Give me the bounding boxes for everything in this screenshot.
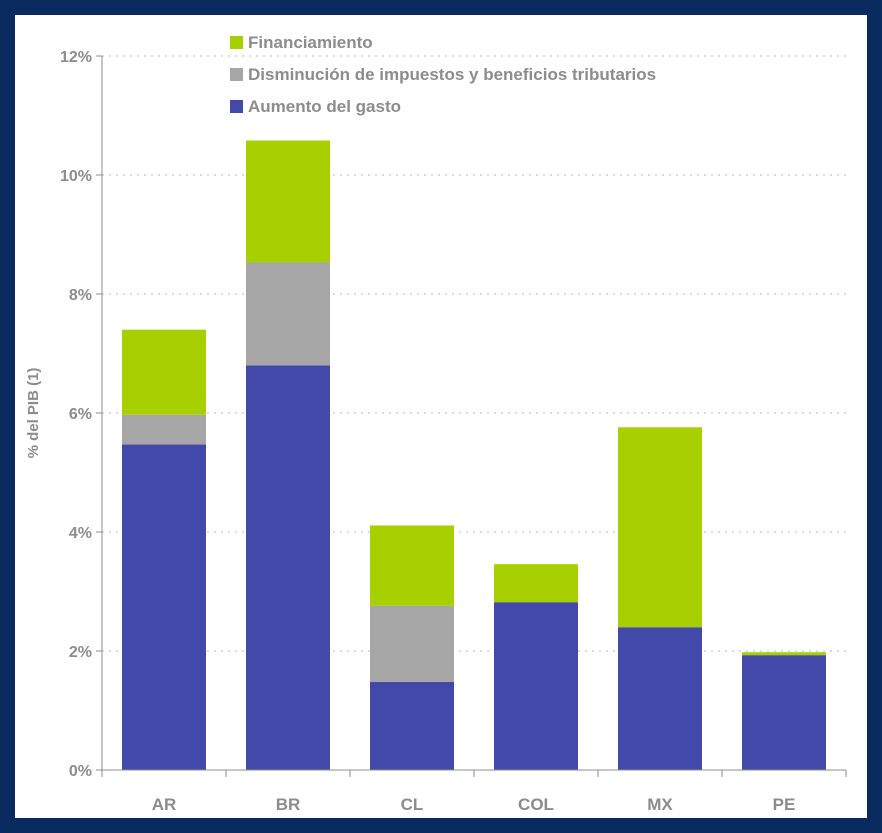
y-tick-label: 10% [60,168,92,185]
x-tick-label: BR [276,795,301,814]
legend-label: Financiamiento [248,33,373,52]
y-axis-title: % del PIB (1) [25,368,42,459]
bar-segment [122,414,206,445]
legend-swatch [230,36,243,49]
legend-label: Disminución de impuestos y beneficios tr… [248,65,656,84]
x-tick-label: COL [518,795,554,814]
legend-swatch [230,68,243,81]
x-tick-label: AR [152,795,177,814]
legend-swatch [230,100,243,113]
y-tick-label: 4% [69,525,92,542]
bar-segment [618,627,702,770]
bar-segment [246,262,330,366]
bar-segment [370,525,454,606]
bar-segment [370,605,454,682]
y-tick-label: 2% [69,644,92,661]
bar-segment [370,681,454,770]
bar-segment [618,427,702,628]
y-tick-label: 8% [69,287,92,304]
bar-segment [494,602,578,770]
bar-segment [742,652,826,656]
x-tick-label: CL [401,795,424,814]
y-tick-label: 6% [69,406,92,423]
bar-segment [122,444,206,770]
bar-segment [246,140,330,263]
legend-label: Aumento del gasto [248,97,401,116]
bar-segment [742,655,826,770]
bar-segment [246,365,330,770]
y-tick-label: 12% [60,49,92,66]
bar-segment [494,564,578,603]
y-tick-label: 0% [69,763,92,780]
bar-segment [122,329,206,415]
x-tick-label: PE [773,795,796,814]
x-tick-label: MX [647,795,673,814]
